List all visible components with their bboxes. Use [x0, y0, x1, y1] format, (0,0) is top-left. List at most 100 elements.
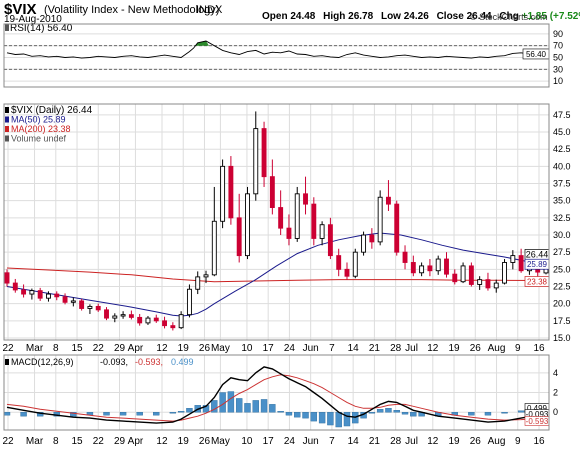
x-tick-label-price: 7 — [329, 343, 335, 354]
exchange-label: INDX — [196, 4, 223, 16]
macd-histogram-bar — [401, 412, 409, 415]
x-tick-label-price: 16 — [533, 343, 545, 354]
macd-histogram-bar — [501, 412, 508, 414]
x-tick-label-macd: 19 — [448, 436, 460, 447]
macd-histogram-bar — [211, 400, 218, 413]
candle-body — [145, 317, 151, 324]
low-value: 24.26 — [403, 11, 429, 22]
macd-histogram-bar — [343, 412, 351, 427]
x-tick-label-macd: Mar — [26, 436, 44, 447]
x-tick-label-macd: 12 — [156, 436, 168, 447]
price-legend-entry: $VIX (Daily) 26.44 — [11, 105, 93, 116]
price-tick-label: 27.5 — [553, 247, 571, 257]
price-tick-label: 25.0 — [553, 264, 571, 274]
macd-last-value: 0.499 — [527, 404, 548, 413]
candle-body — [95, 305, 101, 311]
x-tick-label-macd: 17 — [263, 436, 275, 447]
candle-body — [162, 320, 168, 327]
x-tick-label-macd: 15 — [71, 436, 83, 447]
candle-body — [104, 309, 109, 319]
candle-body — [54, 293, 60, 298]
candle-body — [394, 203, 400, 253]
macd-histogram-bar — [376, 409, 384, 413]
price-tick-label: 32.5 — [553, 213, 571, 223]
macd-histogram-bar — [136, 412, 143, 416]
high-label: High — [323, 11, 346, 22]
macd-histogram-bar — [103, 412, 110, 416]
macd-histogram-bar — [318, 412, 326, 424]
price-legend-swatch — [5, 126, 9, 132]
candle-body — [410, 262, 416, 274]
macd-legend-hist: 0.499 — [171, 357, 194, 367]
x-tick-label-price: 29 — [114, 343, 126, 354]
candle-body — [128, 314, 134, 318]
x-tick-label-price: 24 — [284, 343, 296, 354]
macd-histogram-bar — [186, 408, 193, 413]
x-tick-label-macd: Jun — [303, 436, 319, 447]
macd-histogram-bar — [335, 412, 342, 428]
x-tick-label-price: Aug — [488, 343, 506, 354]
candle-body — [435, 258, 441, 272]
candle-body — [12, 282, 18, 291]
price-tick-label: 45.0 — [553, 127, 571, 137]
price-legend-swatch — [5, 135, 9, 142]
macd-histogram-bar — [294, 412, 301, 418]
x-tick-label-price: Jul — [405, 343, 418, 354]
price-legend-swatch — [5, 116, 9, 123]
price-last-value: 26.44 — [526, 249, 549, 259]
candle-body — [294, 193, 300, 239]
macd-histogram-bar — [119, 412, 127, 416]
price-tick-label: 17.5 — [553, 316, 571, 326]
candle-body — [452, 273, 458, 283]
price-last-value: 23.38 — [527, 277, 548, 286]
candle-body — [211, 220, 217, 276]
macd-histogram-bar — [285, 412, 293, 416]
candle-body — [37, 290, 43, 299]
candle-body — [137, 316, 143, 324]
candle-body — [4, 272, 10, 284]
open-value: 24.48 — [290, 11, 316, 22]
price-tick-label: 20.0 — [553, 299, 571, 309]
close-value: 26.44 — [466, 11, 492, 22]
price-tick-label: 47.5 — [553, 110, 571, 120]
x-tick-label-price: May — [211, 343, 230, 354]
candle-body — [361, 234, 367, 253]
macd-histogram-bar — [20, 412, 27, 417]
price-tick-label: 35.0 — [553, 196, 571, 206]
candle-body — [186, 288, 192, 316]
candle-body — [29, 290, 35, 295]
price-legend-entry: MA(200) 23.38 — [11, 124, 71, 134]
rsi-legend: RSI(14) 56.40 — [10, 23, 73, 34]
candle-body — [477, 279, 483, 285]
candle-body — [70, 300, 76, 303]
x-tick-label-price: 22 — [93, 343, 105, 354]
candle-body — [402, 251, 408, 263]
candle-body — [460, 265, 466, 283]
price-legend-entry: Volume undef — [11, 134, 67, 144]
x-tick-label-price: 17 — [263, 343, 275, 354]
macd-histogram-bar — [385, 408, 392, 413]
x-tick-label-price: Mar — [26, 343, 44, 354]
macd-histogram-bar — [177, 411, 185, 413]
x-tick-label-macd: 16 — [533, 436, 545, 447]
chg-value: +1.85 (+7.52%) — [521, 11, 580, 22]
x-tick-label-price: 19 — [178, 343, 190, 354]
x-tick-label-macd: 22 — [93, 436, 105, 447]
price-tick-label: 40.0 — [553, 161, 571, 171]
candle-body — [518, 255, 524, 272]
candle-body — [261, 128, 267, 178]
macd-histogram-bar — [169, 412, 177, 414]
rsi-line — [6, 40, 547, 59]
macd-legend-signal: -0.593, — [135, 357, 163, 367]
x-axis-labels: 2222MarMar88151522222929AprApr1212191926… — [2, 343, 545, 447]
macd-histogram-bar — [252, 400, 259, 413]
macd-histogram-bar — [153, 412, 160, 416]
candle-body — [485, 279, 491, 289]
macd-legend-macd: -0.093, — [100, 357, 128, 367]
rsi-legend-swatch — [5, 24, 9, 31]
macd-histogram-bar — [410, 412, 417, 417]
macd-histogram-bar — [302, 412, 309, 419]
macd-histogram-bar — [517, 410, 525, 413]
